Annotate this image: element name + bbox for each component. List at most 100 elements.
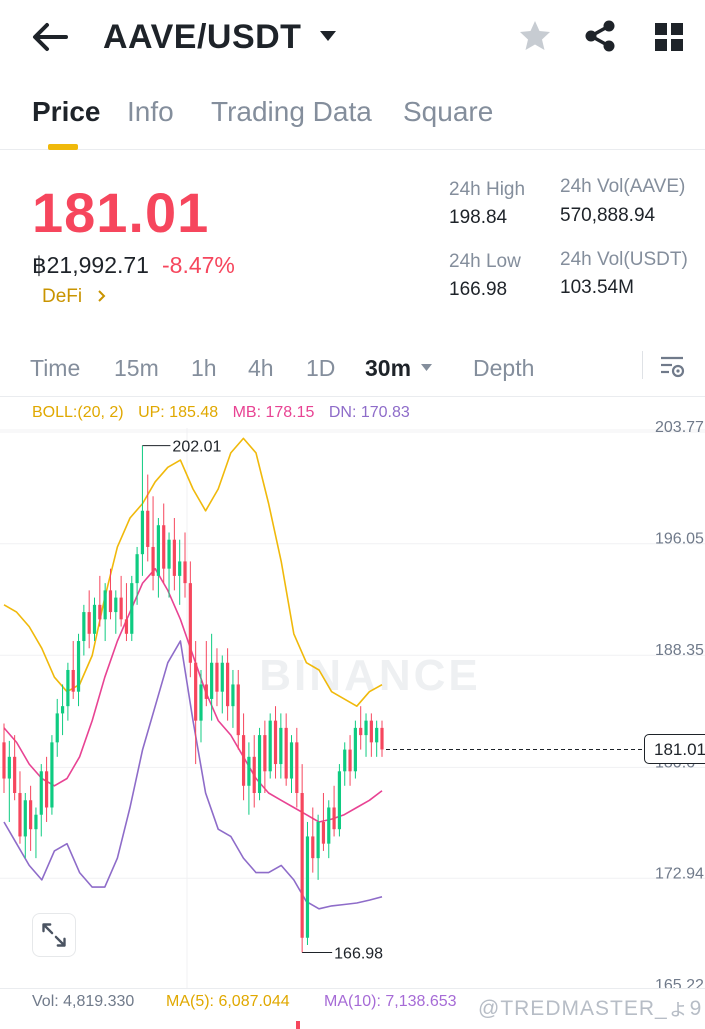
candle-body	[332, 807, 336, 830]
active-tab-indicator	[48, 144, 78, 150]
interval-15m[interactable]: 15m	[114, 355, 159, 381]
candle-body	[369, 720, 373, 743]
star-icon[interactable]	[517, 18, 553, 54]
candle-body	[295, 742, 299, 794]
vol-quote-value: 103.54M	[560, 277, 634, 298]
interval-bar: Time 15m 1h 4h 1D 30m Depth	[0, 345, 705, 397]
candle-body	[241, 735, 246, 786]
candle-body	[215, 662, 219, 692]
chevron-right-icon[interactable]	[97, 289, 107, 303]
candle-body	[178, 561, 182, 576]
tab-price[interactable]: Price	[32, 96, 101, 127]
y-tick-label: 196.05	[655, 531, 704, 548]
volume-ma10: MA(10): 7,138.653	[324, 993, 457, 1010]
candle-body	[92, 604, 97, 634]
candle-body	[76, 641, 81, 692]
y-tick-label: 188.35	[655, 642, 704, 659]
divider	[642, 351, 643, 379]
candle-body	[39, 771, 43, 815]
candle-body	[204, 684, 208, 699]
candle-body	[220, 662, 224, 692]
candle-body	[327, 807, 331, 844]
interval-30m[interactable]: 30m	[365, 355, 412, 381]
vol-base-value: 570,888.94	[560, 205, 656, 226]
top-bar: AAVE/USDT	[0, 0, 705, 76]
pair-title[interactable]: AAVE/USDT	[103, 18, 302, 56]
fiat-value: ฿21,992.71	[32, 252, 149, 278]
candle-body	[231, 684, 235, 707]
candle-body	[82, 612, 86, 642]
last-price-marker: 181.01	[644, 734, 705, 765]
chart-settings-icon[interactable]	[658, 353, 686, 381]
tab-square[interactable]: Square	[403, 96, 494, 127]
candle-body	[321, 821, 326, 844]
min-price-label: 166.98	[334, 946, 383, 963]
share-icon[interactable]	[582, 18, 618, 54]
y-tick-label: 165.22	[655, 977, 704, 988]
chart-grid	[0, 428, 705, 988]
low-label: 24h Low	[449, 251, 521, 272]
candle-body	[29, 800, 33, 830]
tab-trading-data[interactable]: Trading Data	[211, 96, 372, 127]
vol-base-label: 24h Vol(AAVE)	[560, 176, 686, 197]
boll-params: BOLL:(20, 2)	[32, 404, 124, 421]
tab-info[interactable]: Info	[127, 96, 174, 127]
candle-body	[348, 749, 352, 772]
annotations: 202.01 166.98	[142, 439, 644, 963]
candle-body	[364, 720, 368, 736]
candle-body	[279, 727, 283, 765]
candle-body	[2, 742, 6, 779]
candle-body	[167, 539, 171, 569]
category-tag[interactable]: DeFi	[42, 286, 83, 307]
max-price-label: 202.01	[172, 439, 221, 456]
candle-body	[103, 590, 107, 620]
candle-body	[247, 756, 251, 786]
candle-body	[18, 793, 22, 837]
volume-ma5: MA(5): 6,087.044	[166, 993, 290, 1010]
candle-body	[23, 800, 27, 837]
candle-body	[119, 597, 123, 620]
low-value: 166.98	[449, 279, 508, 300]
vol-quote-label: 24h Vol(USDT)	[560, 249, 688, 270]
candles	[2, 445, 384, 953]
candle-body	[263, 735, 267, 772]
main-tabs: Price Info Trading Data Square	[0, 90, 705, 150]
volume-bar	[296, 1021, 300, 1029]
back-arrow-icon[interactable]	[30, 20, 70, 54]
caret-down-icon[interactable]	[420, 363, 433, 373]
boll-legend: BOLL:(20, 2) UP: 185.48 MB: 178.15 DN: 1…	[32, 404, 420, 422]
candle-body	[337, 771, 342, 830]
candlestick-chart[interactable]: BINANCE 203.77196.05188.35180.6172.94165…	[0, 398, 705, 988]
volume-row: Vol: 4,819.330 MA(5): 6,087.044 MA(10): …	[0, 988, 705, 1029]
candle-body	[87, 612, 91, 634]
high-label: 24h High	[449, 179, 526, 200]
expand-icon[interactable]	[32, 913, 76, 957]
candle-body	[194, 662, 198, 721]
caret-down-icon[interactable]	[318, 28, 338, 44]
candle-body	[151, 546, 155, 576]
candle-body	[98, 604, 102, 620]
interval-depth[interactable]: Depth	[473, 355, 535, 381]
last-price: 181.01	[32, 181, 210, 244]
candle-body	[13, 756, 17, 794]
change-percent: -8.47%	[162, 252, 235, 278]
candle-body	[380, 727, 384, 750]
candle-body	[252, 756, 256, 794]
candle-body	[146, 510, 150, 547]
candle-body	[135, 554, 139, 584]
candle-body	[130, 583, 134, 634]
binance-watermark: BINANCE	[259, 651, 480, 700]
candle-body	[268, 720, 272, 772]
candle-body	[124, 619, 129, 634]
candle-body	[353, 727, 357, 772]
candle-body	[375, 727, 379, 743]
candle-body	[289, 742, 294, 779]
interval-1h[interactable]: 1h	[191, 355, 217, 381]
grid-icon[interactable]	[654, 22, 684, 52]
candle-body	[156, 525, 160, 576]
interval-time[interactable]: Time	[30, 355, 81, 381]
interval-1d[interactable]: 1D	[306, 355, 336, 381]
y-tick-label: 203.77	[655, 419, 704, 436]
interval-4h[interactable]: 4h	[248, 355, 274, 381]
